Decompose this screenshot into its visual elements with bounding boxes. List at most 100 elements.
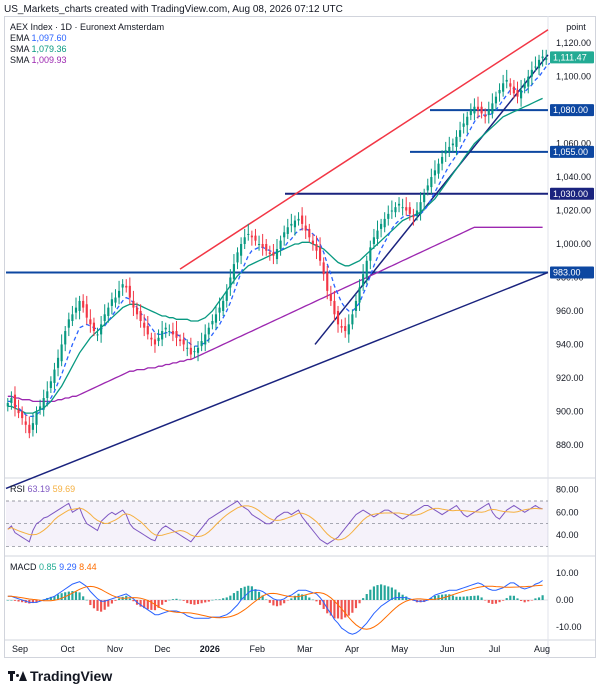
candle-body xyxy=(139,310,142,322)
candle-body xyxy=(85,304,88,318)
macd-hist-bar xyxy=(304,595,307,600)
macd-hist-bar xyxy=(502,600,505,601)
macd-hist-bar xyxy=(455,596,458,600)
macd-hist-bar xyxy=(351,600,354,613)
candle-body xyxy=(326,272,329,291)
macd-hist-bar xyxy=(132,600,135,602)
macd-hist-bar xyxy=(329,600,332,616)
candle-body xyxy=(365,260,368,278)
macd-hist-bar xyxy=(358,600,361,604)
price-badge-label: 1,030.00 xyxy=(553,189,588,199)
candle-body xyxy=(42,398,45,410)
candle-body xyxy=(286,227,289,234)
macd-hist-bar xyxy=(110,600,113,604)
macd-hist-bar xyxy=(354,600,358,609)
rsi-line xyxy=(7,500,543,545)
candle-body xyxy=(110,299,113,306)
candle-body xyxy=(121,284,124,288)
candle-body xyxy=(186,347,189,349)
candle-body xyxy=(455,136,458,147)
macd-hist-bar xyxy=(182,600,185,601)
macd-hist-bar xyxy=(516,598,519,600)
price-tick-label: 1,060.00 xyxy=(556,139,591,149)
candle-body xyxy=(505,79,508,82)
macd-hist-bar xyxy=(49,596,52,600)
candle-body xyxy=(315,244,318,251)
candle-body xyxy=(376,230,379,239)
macd-hist-bar xyxy=(96,600,99,611)
macd-hist-bar xyxy=(257,591,261,600)
macd-hist-bar xyxy=(56,594,60,600)
candle-body xyxy=(56,357,60,368)
candle-body xyxy=(401,207,404,209)
macd-tick-label: -10.00 xyxy=(556,622,582,632)
macd-hist-bar xyxy=(189,600,192,605)
macd-hist-bar xyxy=(405,596,408,600)
candle-body xyxy=(469,110,472,116)
candle-body xyxy=(347,324,350,335)
candle-body xyxy=(311,240,314,244)
price-badge xyxy=(550,266,594,279)
macd-hist-bar xyxy=(10,600,13,601)
candle-body xyxy=(13,394,17,409)
x-axis-label: Feb xyxy=(250,644,266,654)
macd-hist-bar xyxy=(265,599,268,600)
macd-hist-bar xyxy=(344,600,347,618)
macd-hist-bar xyxy=(6,600,9,601)
macd-hist-bar xyxy=(13,600,17,601)
candle-body xyxy=(534,66,537,68)
rsi-label: RSI xyxy=(10,484,26,494)
candle-body xyxy=(211,321,214,325)
candle-body xyxy=(171,331,174,335)
macd-hist-bar xyxy=(78,592,81,600)
macd-hist-bar xyxy=(139,600,142,607)
candle-body xyxy=(200,341,203,347)
macd-hist-bar xyxy=(157,600,160,608)
macd-hist-bar xyxy=(527,600,530,602)
symbol-label: AEX Index · 1D · Euronext Amsterdam xyxy=(10,22,165,32)
macd-hist-bar xyxy=(161,600,164,605)
macd-hist-bar xyxy=(17,600,20,602)
macd-hist-bar xyxy=(315,600,318,602)
macd-hist-bar xyxy=(293,595,297,600)
candle-body xyxy=(340,326,343,328)
candle-body xyxy=(114,297,117,303)
macd-hist-bar xyxy=(89,600,92,606)
price-tick-label: 920.00 xyxy=(556,373,584,383)
ema-line xyxy=(7,62,551,418)
macd-hist-bar xyxy=(387,586,390,600)
price-tick-label: 880.00 xyxy=(556,440,584,450)
x-axis-label: Mar xyxy=(297,644,313,654)
candle-body xyxy=(283,232,286,238)
candle-body xyxy=(100,324,103,335)
macd-hist-bar xyxy=(541,595,544,600)
candle-body xyxy=(498,89,501,94)
macd-hist-bar xyxy=(214,599,218,600)
candle-body xyxy=(394,207,397,213)
candle-body xyxy=(275,249,279,260)
macd-hist-bar xyxy=(283,600,286,604)
ema-value: 1,097.60 xyxy=(31,33,67,43)
macd-hist-bar xyxy=(275,600,279,607)
macd-hist-bar xyxy=(286,600,289,601)
macd-hist-bar xyxy=(204,600,207,603)
candle-body xyxy=(128,285,131,298)
macd-hist-bar xyxy=(383,585,386,600)
macd-hist-bar xyxy=(369,589,372,600)
candle-body xyxy=(153,339,157,345)
candle-body xyxy=(527,76,530,87)
macd-hist-bar xyxy=(340,600,343,620)
candle-body xyxy=(67,319,70,328)
candle-body xyxy=(196,347,200,353)
candle-body xyxy=(351,314,354,325)
candle-body xyxy=(161,331,164,340)
candle-body xyxy=(250,235,253,238)
scale-mode-button[interactable]: point xyxy=(566,22,586,32)
candle-body xyxy=(530,69,533,77)
candle-body xyxy=(390,210,393,212)
macd-hist-bar xyxy=(433,595,437,600)
candle-body xyxy=(451,143,454,146)
candle-body xyxy=(297,218,300,221)
macd-hist-bar xyxy=(469,596,472,600)
